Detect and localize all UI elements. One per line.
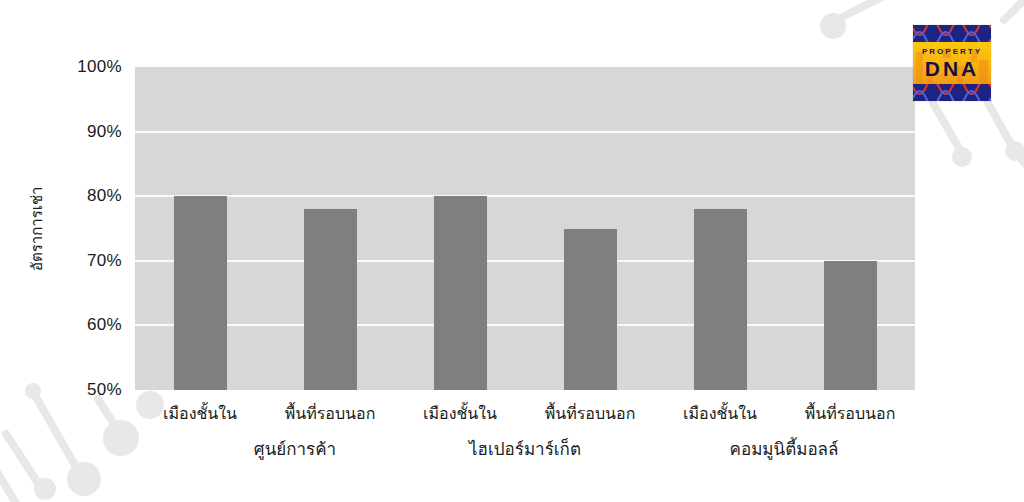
logo-text-dna: DNA bbox=[925, 58, 980, 79]
bar-2-80pct bbox=[434, 196, 487, 390]
ytick-70: 70% bbox=[0, 251, 122, 271]
logo-text-property: PROPERTY bbox=[922, 48, 982, 56]
xlabel-0: เมืองชั้นใน bbox=[163, 401, 237, 426]
y-axis-title: อัตราการเช่า bbox=[24, 67, 50, 390]
bar-4-78pct bbox=[694, 209, 747, 390]
plot-area bbox=[135, 67, 915, 390]
xlabel-4: เมืองชั้นใน bbox=[683, 401, 757, 426]
bar-0-80pct bbox=[174, 196, 227, 390]
bar-3-75pct bbox=[564, 229, 617, 391]
xlabel-3: พื้นที่รอบนอก bbox=[545, 401, 636, 426]
bar-1-78pct bbox=[304, 209, 357, 390]
ytick-50: 50% bbox=[0, 380, 122, 400]
logo-body: PROPERTY DNA bbox=[913, 42, 991, 84]
gridline-70 bbox=[135, 260, 915, 262]
infographic-canvas: อัตราการเช่า 100% 90% 80% 70% 60% 50% เมืองชั… bbox=[0, 0, 1024, 502]
xlabel-1: พื้นที่รอบนอก bbox=[285, 401, 376, 426]
gridline-60 bbox=[135, 324, 915, 326]
xlabel-5: พื้นที่รอบนอก bbox=[805, 401, 896, 426]
group-label-0: ศูนย์การค้า bbox=[254, 435, 336, 462]
dna-helix-band-top bbox=[913, 25, 991, 42]
ytick-80: 80% bbox=[0, 186, 122, 206]
gridline-90 bbox=[135, 131, 915, 133]
ytick-90: 90% bbox=[0, 122, 122, 142]
bar-5-70pct bbox=[824, 261, 877, 390]
dna-helix-band-bottom bbox=[913, 84, 991, 101]
property-dna-logo: PROPERTY DNA bbox=[913, 25, 991, 101]
ytick-60: 60% bbox=[0, 315, 122, 335]
group-label-2: คอมมูนิตี้มอลล์ bbox=[730, 435, 839, 462]
ytick-100: 100% bbox=[0, 57, 122, 77]
xlabel-2: เมืองชั้นใน bbox=[423, 401, 497, 426]
group-label-1: ไฮเปอร์มาร์เก็ต bbox=[469, 435, 581, 462]
gridline-80 bbox=[135, 195, 915, 197]
